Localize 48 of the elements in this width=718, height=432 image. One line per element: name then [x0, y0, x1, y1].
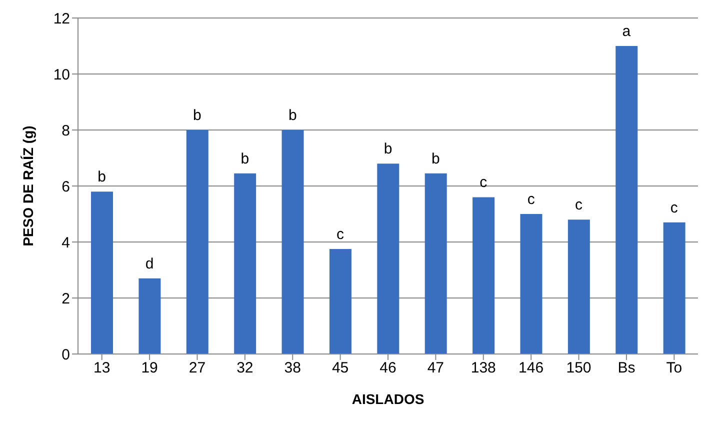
x-tick-label: 38 — [284, 360, 301, 377]
bar — [377, 164, 400, 354]
y-tick-label: 12 — [53, 10, 70, 28]
bar — [282, 130, 304, 354]
y-tick-label: 10 — [53, 66, 70, 84]
y-tick-label: 6 — [62, 178, 70, 196]
x-tick-label: 19 — [141, 360, 158, 377]
y-tick-label: 4 — [62, 234, 70, 252]
bar — [616, 46, 638, 354]
x-tick-label: 27 — [188, 360, 206, 377]
annotation: c — [575, 196, 584, 214]
annotation: a — [622, 23, 632, 40]
bar — [568, 220, 590, 354]
x-axis-title: AISLADOS — [352, 391, 424, 407]
y-tick-label: 2 — [62, 290, 70, 308]
bar — [520, 214, 542, 354]
x-tick-label: 13 — [94, 360, 110, 377]
annotation: c — [670, 199, 678, 216]
annotation: b — [240, 150, 250, 168]
annotation: c — [480, 174, 488, 192]
x-tick-label: 32 — [236, 360, 254, 377]
annotation: c — [527, 191, 536, 208]
annotation: b — [193, 107, 202, 124]
x-tick-label: 138 — [470, 360, 496, 377]
annotation: b — [384, 140, 392, 158]
x-tick-label: Bs — [618, 360, 636, 377]
annotation: b — [98, 168, 106, 186]
bar — [138, 278, 161, 354]
annotation: c — [336, 226, 345, 243]
y-tick-label: 8 — [62, 122, 70, 140]
bar — [91, 192, 113, 354]
x-tick-label: 47 — [427, 360, 444, 377]
annotation: b — [288, 107, 297, 124]
x-tick-label: 46 — [380, 360, 396, 377]
annotation: d — [145, 255, 154, 272]
y-tick-label: 0 — [62, 346, 70, 364]
bar — [329, 249, 352, 354]
x-tick-label: 45 — [332, 360, 349, 377]
x-tick-label: To — [666, 360, 682, 377]
annotation: b — [432, 150, 440, 168]
x-tick-label: 146 — [518, 360, 544, 377]
bar — [234, 173, 256, 354]
bar — [663, 222, 686, 354]
bar — [472, 197, 495, 354]
bar — [186, 130, 208, 354]
y-axis-title: PESO DE RAÍZ (g) — [20, 126, 36, 246]
x-tick-label: 150 — [566, 360, 592, 377]
bar — [424, 173, 447, 354]
